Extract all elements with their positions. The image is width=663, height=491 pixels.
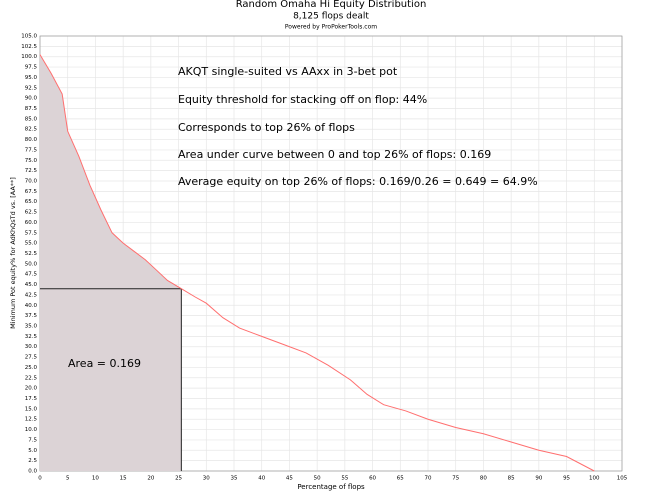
x-tick-label: 70 <box>425 476 432 482</box>
y-tick-label: 62.5 <box>25 210 38 216</box>
annotation: Equity threshold for stacking off on flo… <box>178 93 427 106</box>
y-tick-label: 20.0 <box>25 386 38 392</box>
y-tick-label: 75.0 <box>25 158 38 164</box>
y-tick-label: 12.5 <box>25 417 38 423</box>
y-tick-label: 37.5 <box>25 313 38 319</box>
y-tick-label: 60.0 <box>25 220 38 226</box>
y-tick-label: 15.0 <box>25 406 38 412</box>
x-tick-label: 80 <box>480 476 487 482</box>
x-tick-label: 105 <box>617 476 628 482</box>
x-tick-label: 45 <box>286 476 293 482</box>
y-tick-label: 55.0 <box>25 241 38 247</box>
x-tick-label: 90 <box>535 476 542 482</box>
x-tick-label: 25 <box>175 476 182 482</box>
y-tick-label: 82.5 <box>25 127 38 133</box>
y-tick-label: 7.5 <box>28 437 37 443</box>
y-tick-label: 2.5 <box>28 458 37 464</box>
annotation: Area under curve between 0 and top 26% o… <box>178 148 491 161</box>
x-tick-label: 40 <box>258 476 265 482</box>
y-tick-label: 90.0 <box>25 96 38 102</box>
y-tick-label: 80.0 <box>25 137 38 143</box>
y-tick-label: 65.0 <box>25 199 38 205</box>
x-tick-label: 75 <box>452 476 459 482</box>
y-tick-label: 0.0 <box>28 469 37 475</box>
y-tick-label: 100.0 <box>21 54 37 60</box>
y-tick-label: 32.5 <box>25 334 38 340</box>
x-tick-label: 30 <box>203 476 210 482</box>
y-axis-label: Minimum Pot equity% for AdKhQsTd vs. [AA… <box>9 177 17 329</box>
annotation: AKQT single-suited vs AAxx in 3-bet pot <box>178 65 398 78</box>
x-axis-label: Percentage of flops <box>297 483 365 491</box>
y-tick-label: 57.5 <box>25 230 38 236</box>
x-tick-label: 55 <box>341 476 348 482</box>
y-tick-label: 85.0 <box>25 116 38 122</box>
credit: Powered by ProPokerTools.com <box>285 24 377 31</box>
y-tick-label: 87.5 <box>25 106 38 112</box>
x-tick-label: 60 <box>369 476 376 482</box>
y-tick-label: 35.0 <box>25 324 38 330</box>
y-tick-label: 47.5 <box>25 272 38 278</box>
x-tick-label: 0 <box>38 476 42 482</box>
chart-subtitle: 8,125 flops dealt <box>293 12 369 22</box>
y-tick-label: 97.5 <box>25 65 38 71</box>
x-tick-label: 20 <box>147 476 154 482</box>
x-tick-label: 15 <box>120 476 127 482</box>
y-tick-label: 52.5 <box>25 251 38 257</box>
x-tick-label: 65 <box>397 476 404 482</box>
y-tick-label: 27.5 <box>25 355 38 361</box>
chart-title: Random Omaha Hi Equity Distribution <box>236 0 427 10</box>
area-label: Area = 0.169 <box>68 357 141 370</box>
y-tick-label: 25.0 <box>25 365 38 371</box>
y-tick-label: 92.5 <box>25 85 38 91</box>
y-tick-label: 5.0 <box>28 448 37 454</box>
y-tick-label: 40.0 <box>25 303 38 309</box>
y-tick-label: 45.0 <box>25 282 38 288</box>
x-tick-label: 100 <box>589 476 600 482</box>
y-tick-label: 50.0 <box>25 261 38 267</box>
x-tick-label: 35 <box>231 476 238 482</box>
y-tick-label: 70.0 <box>25 179 38 185</box>
y-tick-label: 95.0 <box>25 75 38 81</box>
y-tick-label: 10.0 <box>25 427 38 433</box>
annotation: Corresponds to top 26% of flops <box>178 121 355 134</box>
y-tick-label: 42.5 <box>25 292 38 298</box>
y-tick-label: 17.5 <box>25 396 38 402</box>
y-tick-label: 105.0 <box>21 34 37 40</box>
y-tick-label: 67.5 <box>25 189 38 195</box>
x-tick-label: 50 <box>314 476 321 482</box>
shaded-area <box>40 54 182 472</box>
x-tick-label: 95 <box>563 476 570 482</box>
y-tick-label: 77.5 <box>25 147 38 153</box>
x-tick-label: 5 <box>66 476 70 482</box>
x-tick-label: 10 <box>92 476 99 482</box>
line <box>39 54 595 472</box>
x-tick-label: 85 <box>508 476 515 482</box>
y-tick-label: 102.5 <box>21 44 37 50</box>
y-tick-label: 30.0 <box>25 344 38 350</box>
annotation: Average equity on top 26% of flops: 0.16… <box>178 175 538 188</box>
y-tick-label: 72.5 <box>25 168 38 174</box>
y-tick-label: 22.5 <box>25 375 38 381</box>
